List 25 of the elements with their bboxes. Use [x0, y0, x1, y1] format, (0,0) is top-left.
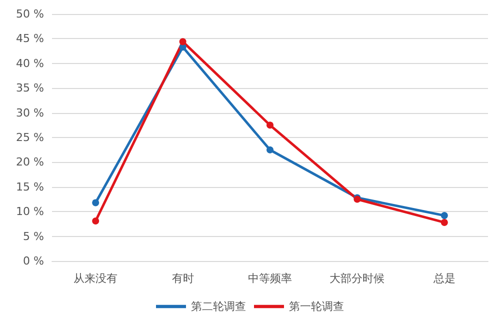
- y-tick-label: 30 %: [16, 106, 44, 120]
- y-tick-label: 0 %: [23, 254, 44, 268]
- point: [179, 38, 186, 46]
- y-tick-label: 25 %: [16, 131, 44, 144]
- x-tick-label: 中等频率: [248, 272, 292, 285]
- x-tick-label: 从来没有: [74, 272, 118, 285]
- y-tick-label: 50 %: [16, 8, 44, 20]
- y-tick-label: 40 %: [16, 56, 44, 70]
- legend-label: 第一轮调查: [289, 300, 344, 313]
- legend-label: 第二轮调查: [191, 300, 246, 313]
- point: [266, 122, 274, 129]
- x-tick-label: 有时: [172, 272, 194, 285]
- point: [266, 146, 274, 154]
- x-tick-label: 总是: [432, 272, 456, 285]
- point: [92, 199, 100, 206]
- x-tick-label: 大部分时候: [330, 272, 385, 285]
- point: [92, 217, 100, 224]
- y-tick-label: 20 %: [16, 156, 44, 169]
- y-tick-label: 10 %: [16, 205, 44, 218]
- point: [440, 212, 448, 220]
- point: [440, 218, 448, 226]
- y-tick-label: 5 %: [23, 230, 44, 243]
- y-tick-label: 45 %: [16, 32, 44, 46]
- y-tick-label: 15 %: [16, 180, 44, 194]
- y-tick-label: 35 %: [16, 82, 44, 95]
